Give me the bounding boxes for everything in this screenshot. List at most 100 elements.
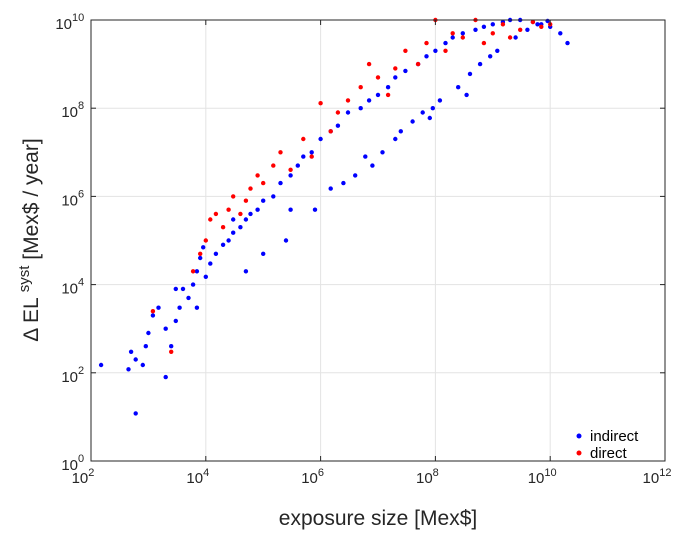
point-indirect: [194, 305, 200, 310]
point-indirect: [460, 31, 465, 36]
y-tick-exponent: 10: [72, 12, 84, 24]
y-tick-base: 10: [61, 104, 78, 121]
point-indirect: [358, 106, 363, 111]
point-indirect: [278, 180, 283, 186]
point-indirect: [363, 154, 368, 159]
point-indirect: [464, 92, 469, 98]
point-direct: [500, 22, 506, 27]
point-indirect: [248, 211, 253, 217]
plot-area: [91, 20, 665, 461]
point-indirect: [288, 173, 293, 178]
point-indirect: [261, 251, 266, 256]
point-indirect: [410, 119, 415, 124]
point-direct: [328, 129, 333, 134]
point-indirect: [243, 269, 249, 274]
point-indirect: [341, 180, 346, 186]
point-indirect: [353, 173, 358, 178]
point-indirect: [403, 68, 408, 74]
y-tick-label: 10: [61, 281, 78, 298]
point-indirect: [255, 207, 260, 212]
y-tick-base: 10: [55, 16, 72, 33]
point-direct: [393, 66, 398, 71]
x-tick-exponent: 4: [203, 467, 209, 479]
point-direct: [255, 173, 260, 178]
point-indirect: [150, 313, 156, 318]
point-indirect: [133, 411, 138, 416]
point-direct: [213, 211, 219, 217]
x-tick-label: 1012: [643, 467, 672, 487]
x-tick-base: 10: [643, 470, 660, 487]
point-indirect: [450, 35, 455, 40]
point-indirect: [98, 362, 104, 368]
point-indirect: [467, 71, 473, 77]
point-indirect: [163, 374, 168, 380]
data-points: [98, 17, 570, 416]
x-tick-label: 106: [301, 467, 324, 487]
point-direct: [150, 309, 156, 314]
point-direct: [169, 349, 174, 354]
legend-marker-indirect: [576, 433, 582, 439]
series-direct: [150, 17, 553, 354]
point-indirect: [194, 269, 200, 274]
x-tick-base: 10: [186, 470, 203, 487]
point-indirect: [558, 31, 563, 36]
point-indirect: [488, 54, 493, 59]
y-tick-exponent: 2: [78, 365, 84, 377]
point-indirect: [201, 245, 206, 250]
point-indirect: [295, 163, 300, 168]
point-indirect: [535, 22, 540, 27]
point-direct: [335, 110, 341, 115]
legend-box: [566, 420, 660, 458]
point-direct: [271, 163, 276, 168]
point-indirect: [243, 217, 249, 222]
point-indirect: [328, 186, 333, 191]
point-indirect: [143, 344, 148, 349]
point-indirect: [288, 207, 293, 212]
point-indirect: [231, 230, 236, 235]
point-direct: [231, 194, 236, 199]
y-axis-label-prefix: Δ EL: [20, 298, 43, 342]
y-tick-base: 10: [61, 369, 78, 386]
point-direct: [243, 198, 249, 203]
x-tick-exponent: 2: [88, 467, 94, 479]
point-indirect: [375, 92, 381, 98]
point-indirect: [477, 61, 483, 67]
point-direct: [375, 75, 381, 80]
point-direct: [261, 180, 266, 186]
point-indirect: [366, 98, 372, 103]
point-indirect: [126, 367, 131, 372]
x-axis-label: exposure size [Mex$]: [279, 507, 477, 530]
point-direct: [226, 207, 231, 212]
point-indirect: [213, 251, 219, 256]
y-tick-base: 10: [61, 192, 78, 209]
point-indirect: [169, 344, 174, 349]
point-indirect: [231, 217, 236, 222]
point-direct: [424, 40, 429, 46]
x-tick-label: 1010: [528, 467, 557, 487]
point-indirect: [370, 163, 375, 168]
y-tick-label: 10: [55, 16, 72, 33]
y-tick-label: 10: [61, 104, 78, 121]
legend: indirect direct: [566, 420, 660, 462]
point-indirect: [283, 238, 289, 243]
point-indirect: [180, 286, 186, 292]
point-indirect: [261, 198, 266, 203]
point-indirect: [309, 150, 314, 155]
x-tick-exponent: 12: [659, 467, 671, 479]
point-direct: [366, 61, 372, 67]
point-direct: [385, 92, 391, 98]
point-direct: [220, 225, 226, 230]
point-direct: [190, 269, 196, 274]
y-tick-base: 10: [61, 457, 78, 474]
point-direct: [318, 101, 323, 106]
point-direct: [490, 31, 495, 36]
point-direct: [203, 238, 208, 243]
point-indirect: [140, 362, 145, 368]
point-direct: [443, 48, 448, 53]
x-tick-base: 10: [416, 470, 433, 487]
point-indirect: [380, 150, 385, 155]
point-direct: [481, 40, 487, 46]
y-axis-label-suffix: [Mex$ / year]: [20, 138, 43, 259]
point-indirect: [481, 24, 487, 29]
point-direct: [198, 251, 203, 256]
